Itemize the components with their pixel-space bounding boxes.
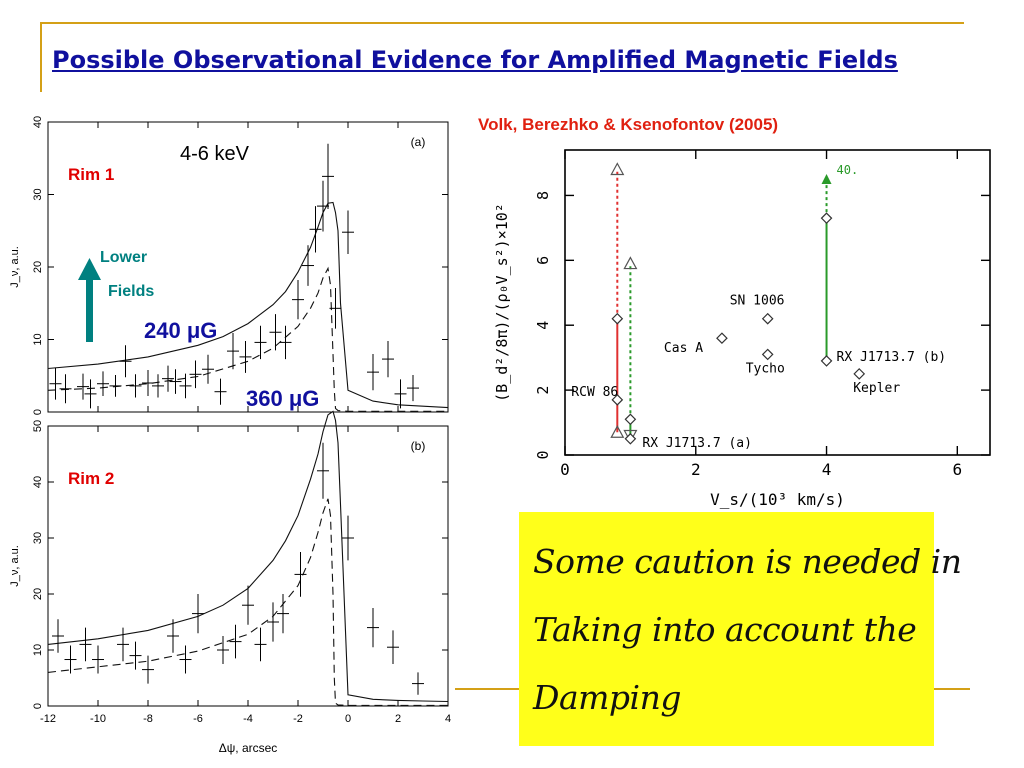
lower-fields-label-1: Lower <box>100 249 147 266</box>
model-curve-solid <box>47 410 449 703</box>
panel-tag: (b) <box>411 439 426 453</box>
x-tick-label: 0 <box>345 713 351 725</box>
range-bar-label: 40. <box>837 163 859 177</box>
point-label: RX J1713.7 (a) <box>642 436 752 451</box>
scatter-point <box>611 312 624 325</box>
scatter-point <box>761 348 774 361</box>
scatter-point <box>716 332 728 345</box>
x-tick-label: -6 <box>193 713 203 725</box>
y-tick-label: 0 <box>32 409 44 415</box>
y-tick-label: 6 <box>534 256 552 265</box>
note-line-3: Damping <box>533 678 681 717</box>
point-label: SN 1006 <box>730 294 785 309</box>
x-tick-label: -8 <box>143 713 153 725</box>
panel-tag: (a) <box>411 135 426 149</box>
slide-title: Possible Observational Evidence for Ampl… <box>52 46 898 74</box>
scatter-point <box>820 212 833 224</box>
y-tick-label: 8 <box>534 191 552 200</box>
x-tick-label: 6 <box>952 460 962 479</box>
model-curve-solid <box>47 201 449 409</box>
curve-label-240: 240 μG <box>144 318 217 343</box>
scatter-point <box>853 368 866 380</box>
y-tick-label: 30 <box>32 188 44 200</box>
limit-triangle <box>610 425 625 438</box>
y-tick-label: 40 <box>32 476 44 488</box>
x-tick-label: -10 <box>90 713 106 725</box>
y-axis-label: J_ν, a.u. <box>9 545 21 587</box>
y-tick-label: 30 <box>32 532 44 544</box>
limit-triangle <box>623 256 638 270</box>
y-axis-label: J_ν, a.u. <box>9 246 21 288</box>
x-axis-label: V_s/(10³ km/s) <box>710 490 845 509</box>
y-tick-label: 40 <box>32 116 44 128</box>
x-tick-label: 4 <box>822 460 832 479</box>
y-tick-label: 20 <box>32 588 44 600</box>
x-tick-label: -4 <box>243 713 253 725</box>
arrow-up-icon <box>86 278 93 342</box>
y-tick-label: 0 <box>32 703 44 709</box>
y-tick-label: 50 <box>32 420 44 432</box>
model-curve-dashed <box>47 266 448 412</box>
citation: Volk, Berezhko & Ksenofontov (2005) <box>478 115 779 134</box>
y-tick-label: 10 <box>32 333 44 345</box>
scatter-point <box>820 355 833 367</box>
y-axis-label: (B_d²/8π)/(ρ₀V_s²)×10² <box>493 203 511 402</box>
note-line-1: Some caution is needed in <box>533 542 962 581</box>
curve-label-360: 360 μG <box>246 386 319 411</box>
y-tick-label: 20 <box>32 261 44 273</box>
left-rule <box>40 22 42 92</box>
note-line-2: Taking into account the <box>533 610 917 649</box>
y-tick-label: 4 <box>534 321 552 330</box>
scatter-point <box>624 413 637 426</box>
arrow-up-icon <box>821 173 832 184</box>
y-tick-label: 10 <box>32 644 44 656</box>
point-label: Tycho <box>746 361 785 376</box>
point-label: RX J1713.7 (b) <box>837 350 947 365</box>
scatter-point <box>624 432 637 445</box>
scatter-point <box>761 312 774 325</box>
y-tick-label: 0 <box>534 450 552 459</box>
region-label: Rim 1 <box>68 165 114 184</box>
limit-triangle <box>610 162 625 176</box>
lower-fields-label-2: Fields <box>108 283 154 300</box>
energy-band-label: 4-6 keV <box>180 143 250 165</box>
plot-frame <box>47 425 449 707</box>
point-label: Kepler <box>853 381 900 396</box>
plot-frame <box>564 149 991 456</box>
scatter-point <box>611 393 624 406</box>
point-label: RCW 86 <box>571 385 618 400</box>
x-axis-label: Δψ, arcsec <box>219 741 278 755</box>
region-label: Rim 2 <box>68 469 114 488</box>
magnetic-energy-chart: 0 2 4 6 8 0 2 4 6 40. RCW 86 RX J1713.7 (a) Cas A SN … <box>493 149 991 509</box>
x-tick-label: 4 <box>445 713 451 725</box>
y-tick-label: 2 <box>534 386 552 395</box>
x-tick-label: -2 <box>293 713 303 725</box>
x-tick-label: 2 <box>691 460 701 479</box>
caution-note: Some caution is needed in Taking into ac… <box>519 512 962 746</box>
model-curve-dashed <box>47 498 448 706</box>
x-tick-label: -12 <box>40 713 56 725</box>
x-tick-label: 0 <box>560 460 570 479</box>
x-tick-label: 2 <box>395 713 401 725</box>
top-rule <box>40 22 964 24</box>
arrow-up-icon <box>78 258 101 280</box>
point-label: Cas A <box>664 341 703 356</box>
